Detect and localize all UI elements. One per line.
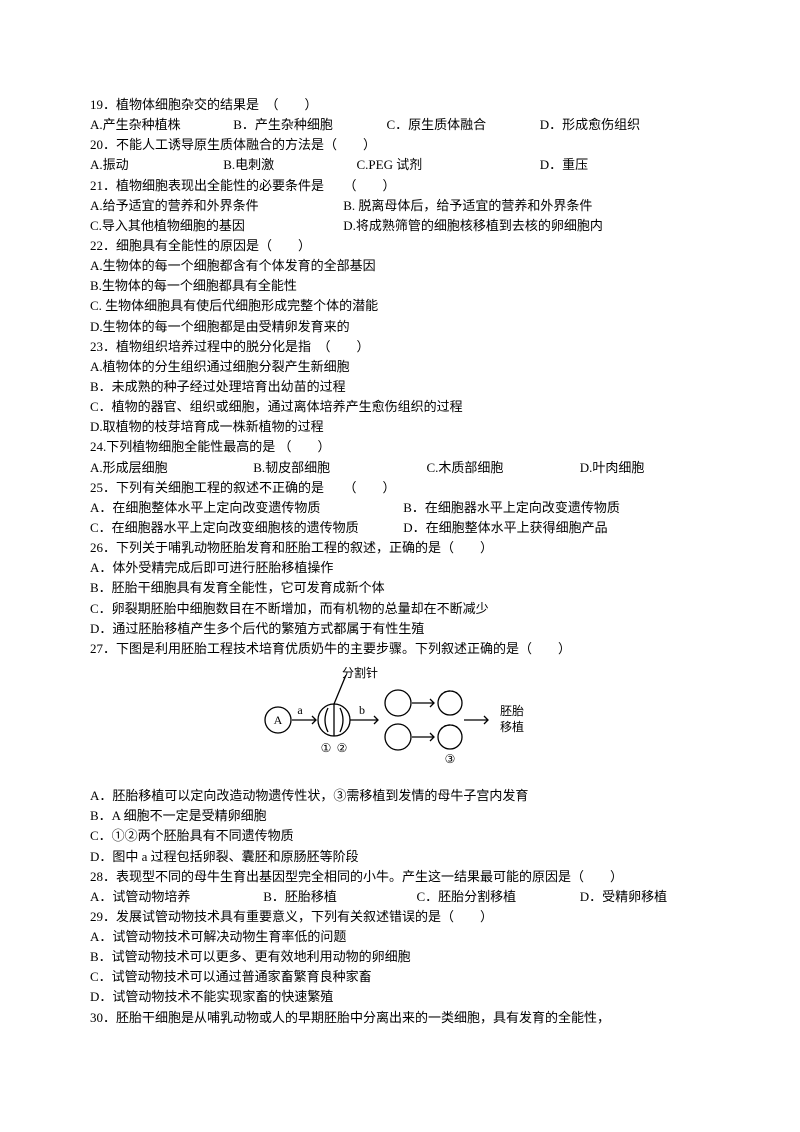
- q21-row1: A.给予适宜的营养和外界条件 B. 脱离母体后，给予适宜的营养和外界条件: [90, 196, 710, 216]
- label-out1: 胚胎: [500, 704, 524, 718]
- q28-optA: A．试管动物培养: [90, 887, 260, 907]
- q27-optA: A．胚胎移植可以定向改造动物遗传性状，③需移植到发情的母牛子宫内发育: [90, 786, 710, 806]
- q25-optA: A．在细胞整体水平上定向改变遗传物质: [90, 498, 400, 518]
- q23-optD: D.取植物的枝芽培育成一株新植物的过程: [90, 417, 710, 437]
- q24-optC: C.木质部细胞: [427, 458, 577, 478]
- q24-stem: 24.下列植物细胞全能性最高的是 （ ）: [90, 437, 710, 457]
- q20-optC: C.PEG 试剂: [357, 155, 537, 175]
- q29-optC: C．试管动物技术可以通过普通家畜繁育良种家畜: [90, 967, 710, 987]
- q22-optD: D.生物体的每一个细胞都是由受精卵发育来的: [90, 317, 710, 337]
- embryo-diagram: A a ① ② 分割针 b: [250, 665, 550, 770]
- q25-stem: 25．下列有关细胞工程的叙述不正确的是 （ ）: [90, 478, 710, 498]
- q29-stem: 29．发展试管动物技术具有重要意义，下列有关叙述错误的是（ ）: [90, 907, 710, 927]
- q30-stem: 30．胚胎干细胞是从哺乳动物或人的早期胚胎中分离出来的一类细胞，具有发育的全能性…: [90, 1008, 710, 1028]
- q20-optB: B.电刺激: [223, 155, 353, 175]
- label-needle: 分割针: [342, 665, 378, 680]
- q27-stem: 27．下图是利用胚胎工程技术培育优质奶牛的主要步骤。下列叙述正确的是（ ）: [90, 639, 710, 659]
- q26-optA: A．体外受精完成后即可进行胚胎移植操作: [90, 558, 710, 578]
- label-2: ②: [337, 741, 348, 755]
- q19-optA: A.产生杂种植株: [90, 115, 230, 135]
- q20-options: A.振动 B.电刺激 C.PEG 试剂 D．重压: [90, 155, 710, 175]
- q28-optD: D．受精卵移植: [580, 889, 667, 904]
- q25-optD: D．在细胞整体水平上获得细胞产品: [403, 520, 607, 535]
- q19-options: A.产生杂种植株 B．产生杂种细胞 C．原生质体融合 D．形成愈伤组织: [90, 115, 710, 135]
- label-a: a: [297, 703, 303, 717]
- q21-stem: 21．植物细胞表现出全能性的必要条件是 （ ）: [90, 176, 710, 196]
- q29-optD: D．试管动物技术不能实现家畜的快速繁殖: [90, 987, 710, 1007]
- q29-optB: B．试管动物技术可以更多、更有效地利用动物的卵细胞: [90, 947, 710, 967]
- q20-optD: D．重压: [540, 157, 588, 172]
- q20-stem: 20．不能人工诱导原生质体融合的方法是（ ）: [90, 135, 710, 155]
- q28-optC: C．胚胎分割移植: [417, 887, 577, 907]
- q22-optB: B.生物体的每一个细胞都具有全能性: [90, 276, 710, 296]
- q23-optC: C．植物的器官、组织或细胞，通过离体培养产生愈伤组织的过程: [90, 397, 710, 417]
- q25-row1: A．在细胞整体水平上定向改变遗传物质 B．在细胞器水平上定向改变遗传物质: [90, 498, 710, 518]
- q19-optB: B．产生杂种细胞: [233, 115, 383, 135]
- q19-stem: 19．植物体细胞杂交的结果是 （ ）: [90, 95, 710, 115]
- q21-row2: C.导入其他植物细胞的基因 D.将成熟筛管的细胞核移植到去核的卵细胞内: [90, 216, 710, 236]
- label-3: ③: [445, 752, 456, 766]
- q22-stem: 22．细胞具有全能性的原因是（ ）: [90, 236, 710, 256]
- q23-optB: B．未成熟的种子经过处理培育出幼苗的过程: [90, 377, 710, 397]
- q25-optB: B．在细胞器水平上定向改变遗传物质: [403, 500, 620, 515]
- q22-optA: A.生物体的每一个细胞都含有个体发育的全部基因: [90, 256, 710, 276]
- q22-optC: C. 生物体细胞具有使后代细胞形成完整个体的潜能: [90, 296, 710, 316]
- q28-options: A．试管动物培养 B．胚胎移植 C．胚胎分割移植 D．受精卵移植: [90, 887, 710, 907]
- q24-options: A.形成层细胞 B.韧皮部细胞 C.木质部细胞 D.叶肉细胞: [90, 458, 710, 478]
- q21-optB: B. 脱离母体后，给予适宜的营养和外界条件: [343, 198, 592, 213]
- q26-optB: B．胚胎干细胞具有发育全能性，它可发育成新个体: [90, 578, 710, 598]
- q25-optC: C．在细胞器水平上定向改变细胞核的遗传物质: [90, 518, 400, 538]
- q24-optD: D.叶肉细胞: [580, 460, 645, 475]
- q24-optB: B.韧皮部细胞: [253, 458, 423, 478]
- q19-optD: D．形成愈伤组织: [540, 117, 640, 132]
- q27-figure: A a ① ② 分割针 b: [90, 665, 710, 776]
- q26-optD: D．通过胚胎移植产生多个后代的繁殖方式都属于有性生殖: [90, 619, 710, 639]
- q19-optC: C．原生质体融合: [387, 115, 537, 135]
- q21-optA: A.给予适宜的营养和外界条件: [90, 196, 340, 216]
- q26-optC: C．卵裂期胚胎中细胞数目在不断增加，而有机物的总量却在不断减少: [90, 599, 710, 619]
- q28-optB: B．胚胎移植: [263, 887, 413, 907]
- label-out2: 移植: [500, 719, 524, 734]
- q23-optA: A.植物体的分生组织通过细胞分裂产生新细胞: [90, 357, 710, 377]
- q29-optA: A．试管动物技术可解决动物生育率低的问题: [90, 927, 710, 947]
- label-1: ①: [321, 741, 332, 755]
- q23-stem: 23．植物组织培养过程中的脱分化是指 （ ）: [90, 337, 710, 357]
- q24-optA: A.形成层细胞: [90, 458, 250, 478]
- q25-row2: C．在细胞器水平上定向改变细胞核的遗传物质 D．在细胞整体水平上获得细胞产品: [90, 518, 710, 538]
- q21-optD: D.将成熟筛管的细胞核移植到去核的卵细胞内: [343, 218, 603, 233]
- label-b: b: [359, 703, 365, 717]
- exam-page: 19．植物体细胞杂交的结果是 （ ） A.产生杂种植株 B．产生杂种细胞 C．原…: [0, 0, 800, 1132]
- q21-optC: C.导入其他植物细胞的基因: [90, 216, 340, 236]
- q28-stem: 28．表现型不同的母牛生育出基因型完全相同的小牛。产生这一结果最可能的原因是（ …: [90, 867, 710, 887]
- q20-optA: A.振动: [90, 155, 220, 175]
- q26-stem: 26．下列关于哺乳动物胚胎发育和胚胎工程的叙述，正确的是（ ）: [90, 538, 710, 558]
- q27-optB: B．A 细胞不一定是受精卵细胞: [90, 806, 710, 826]
- q27-optC: C．①②两个胚胎具有不同遗传物质: [90, 826, 710, 846]
- q27-optD: D．图中 a 过程包括卵裂、囊胚和原肠胚等阶段: [90, 847, 710, 867]
- label-A: A: [274, 713, 283, 727]
